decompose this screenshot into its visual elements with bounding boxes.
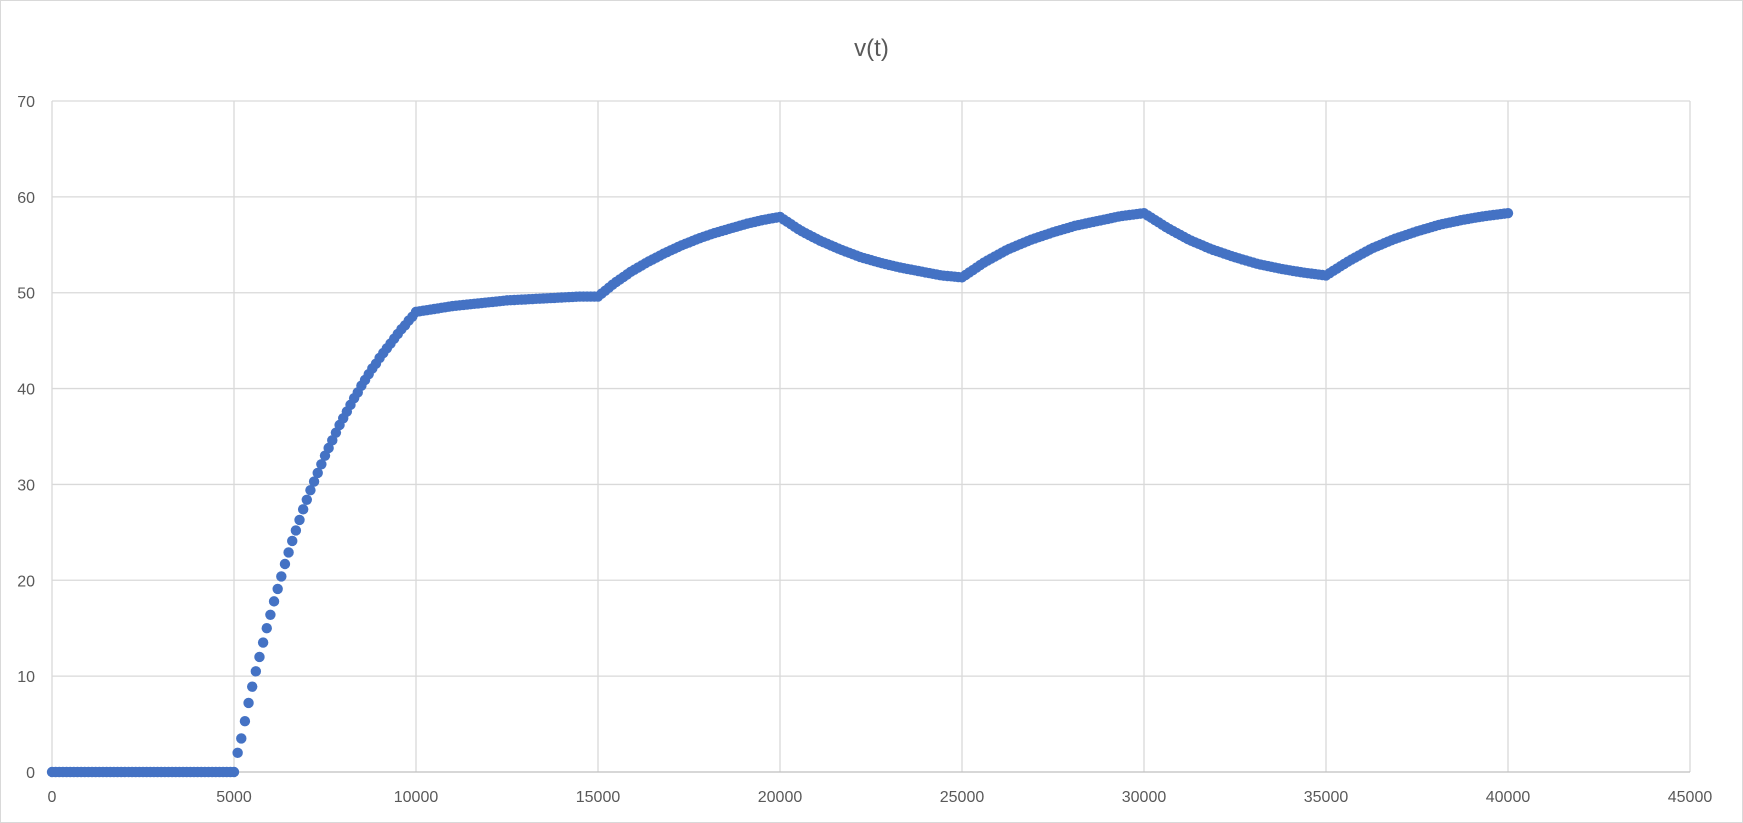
axes <box>51 101 1690 773</box>
data-point <box>272 583 283 595</box>
data-point <box>316 459 327 470</box>
data-point <box>261 623 272 634</box>
data-point <box>265 609 276 620</box>
y-tick-label: 70 <box>17 94 35 111</box>
data-point <box>228 766 240 778</box>
data-point <box>232 747 243 759</box>
y-tick-label: 0 <box>26 765 35 782</box>
chart-title: v(t) <box>854 35 889 62</box>
y-tick-label: 30 <box>17 477 35 494</box>
x-tick-label: 25000 <box>940 789 985 806</box>
data-points <box>46 207 1514 778</box>
data-point <box>1502 207 1514 219</box>
y-tick-label: 10 <box>17 669 35 686</box>
data-point <box>236 733 247 744</box>
x-tick-label: 30000 <box>1122 789 1167 806</box>
x-tick-label: 15000 <box>576 789 621 806</box>
data-point <box>254 651 265 663</box>
data-point <box>305 484 316 496</box>
data-point <box>257 637 269 648</box>
data-point <box>279 558 291 570</box>
data-point <box>308 476 320 487</box>
x-tick-label: 5000 <box>216 789 252 806</box>
y-tick-label: 60 <box>17 190 35 207</box>
y-tick-label: 50 <box>17 286 35 303</box>
data-point <box>297 504 309 515</box>
data-point <box>247 681 258 692</box>
data-point <box>268 596 280 607</box>
data-point <box>290 525 302 536</box>
y-tick-label: 40 <box>17 382 35 399</box>
data-point <box>250 666 262 677</box>
data-point <box>287 535 298 547</box>
data-point <box>239 715 251 727</box>
x-tick-label: 10000 <box>394 789 439 806</box>
gridlines <box>52 100 1691 772</box>
data-point <box>301 494 312 505</box>
data-point <box>283 547 294 558</box>
data-point <box>243 697 254 709</box>
x-tick-label: 40000 <box>1486 789 1531 806</box>
tick-labels: 0 10 20 30 40 50 60 70 0 5000 10000 15000 20000 25000… <box>17 94 1712 806</box>
data-point <box>294 514 305 526</box>
x-tick-label: 35000 <box>1304 789 1349 806</box>
data-point <box>312 467 323 479</box>
x-tick-label: 45000 <box>1668 789 1713 806</box>
x-tick-label: 20000 <box>758 789 803 806</box>
x-tick-label: 0 <box>48 789 57 806</box>
y-tick-label: 20 <box>17 573 35 590</box>
data-point <box>276 571 287 582</box>
